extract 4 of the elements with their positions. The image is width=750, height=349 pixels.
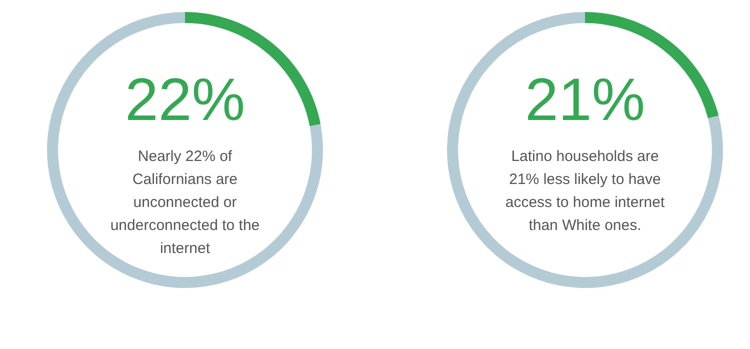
text: Nearly 22% of Californians are unconnected or underconnected to the internet	[109, 147, 261, 259]
text: 22%	[124, 65, 246, 134]
text: 21%	[524, 65, 646, 134]
text: Latino households are 21% less likely to have access to home internet than White ones.	[504, 147, 666, 236]
